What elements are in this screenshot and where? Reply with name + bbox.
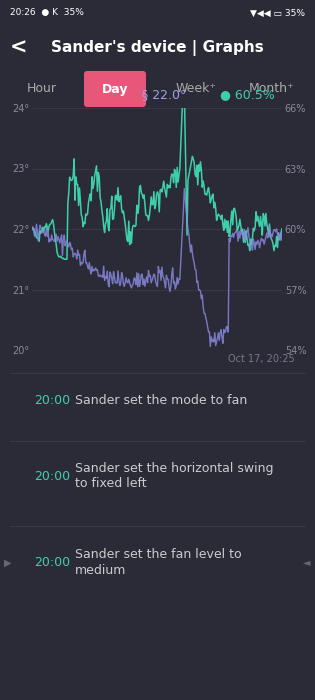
Text: § 22.0°: § 22.0° — [142, 88, 186, 102]
Text: 20:00: 20:00 — [34, 556, 70, 569]
Text: ▼◀◀ ▭ 35%: ▼◀◀ ▭ 35% — [250, 8, 305, 18]
Text: Sander set the horizontal swing
to fixed left: Sander set the horizontal swing to fixed… — [75, 462, 273, 490]
Text: ▶: ▶ — [4, 557, 12, 568]
Text: Day: Day — [102, 83, 128, 95]
Text: ◄: ◄ — [303, 557, 311, 568]
Text: Month⁺: Month⁺ — [249, 83, 295, 95]
Text: Sander set the mode to fan: Sander set the mode to fan — [75, 395, 247, 407]
Text: 20:26  ● K  35%: 20:26 ● K 35% — [10, 8, 84, 18]
Text: <: < — [9, 38, 27, 58]
Text: Sander's device | Graphs: Sander's device | Graphs — [51, 40, 263, 56]
Text: Oct 17, 20:25: Oct 17, 20:25 — [228, 354, 295, 364]
Text: Hour: Hour — [27, 83, 57, 95]
FancyBboxPatch shape — [84, 71, 146, 107]
Text: 20:00: 20:00 — [34, 395, 70, 407]
Text: Sander set the fan level to
medium: Sander set the fan level to medium — [75, 549, 242, 577]
Text: 20:00: 20:00 — [34, 470, 70, 482]
Text: ● 60.5%: ● 60.5% — [220, 88, 275, 102]
Text: Week⁺: Week⁺ — [175, 83, 216, 95]
